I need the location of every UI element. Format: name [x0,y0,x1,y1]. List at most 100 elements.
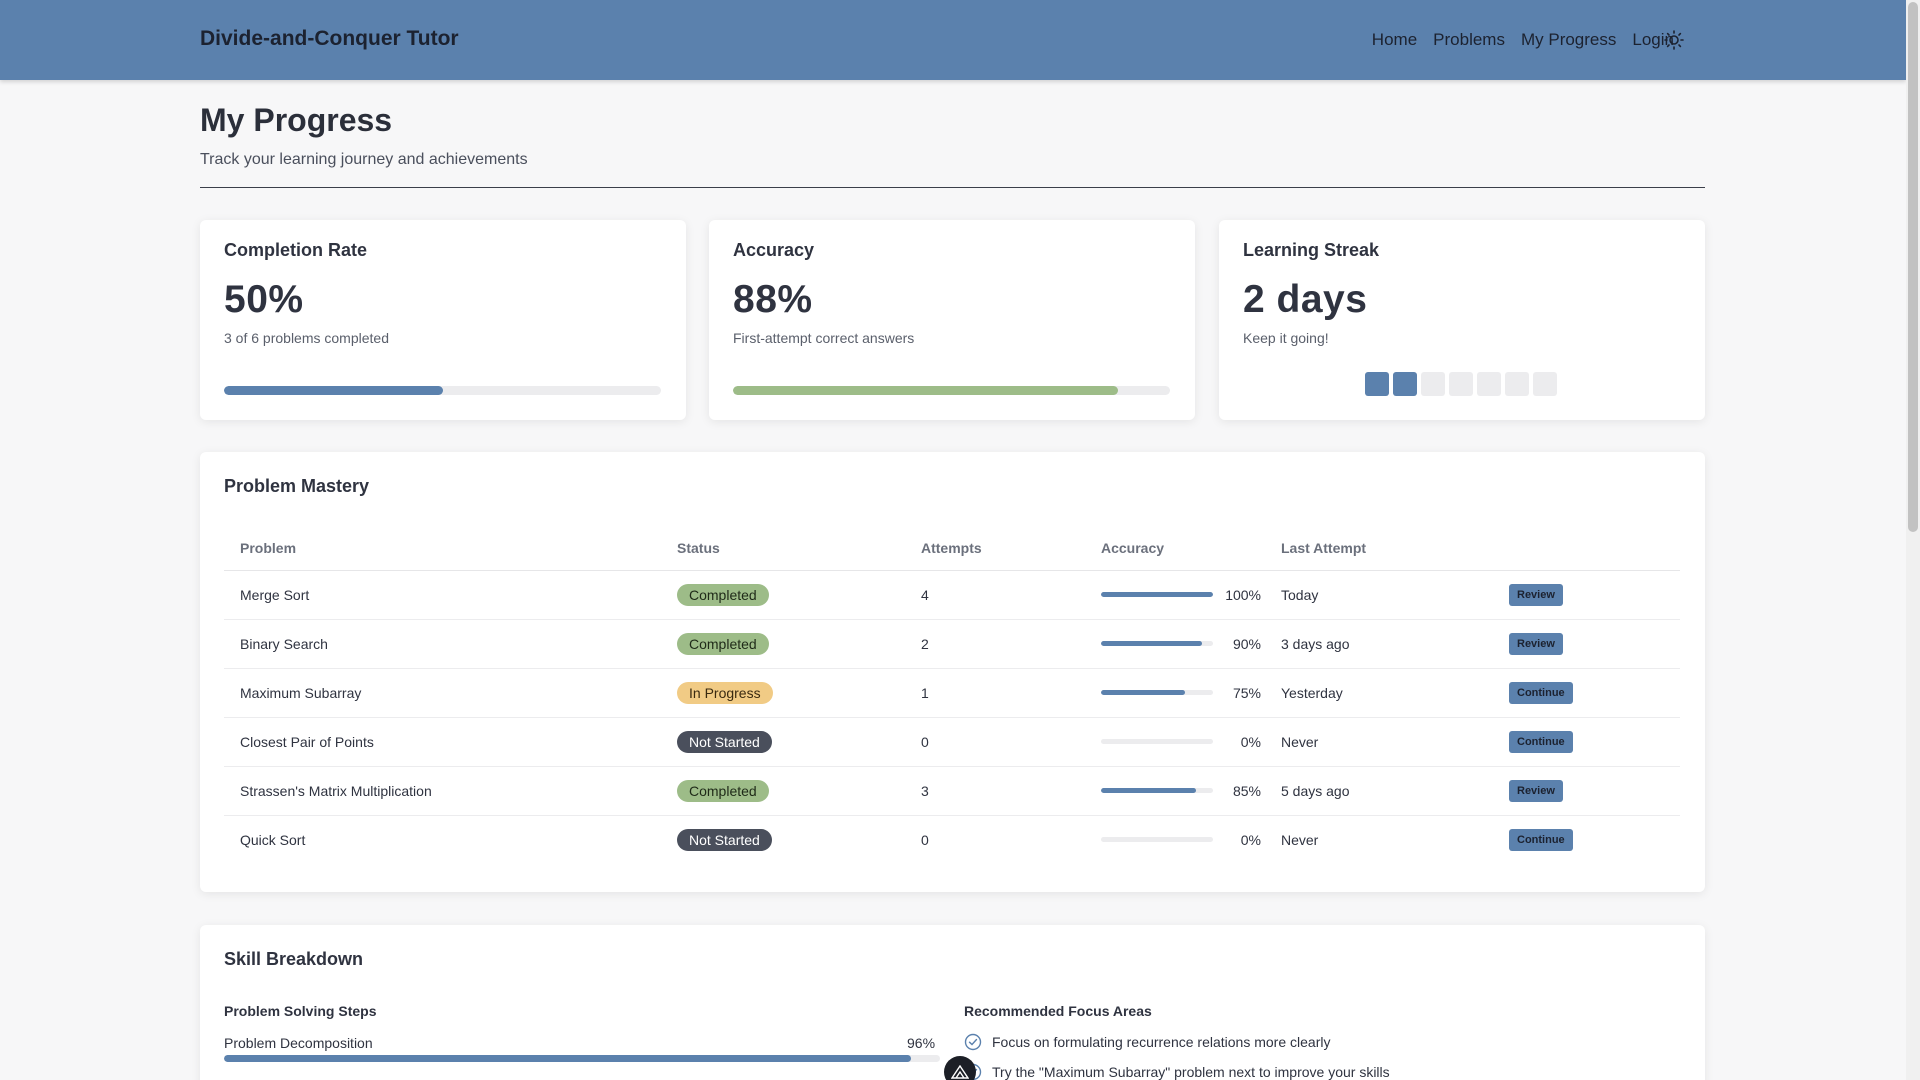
status-cell: Completed [661,570,905,620]
continue-button[interactable]: Continue [1509,730,1573,753]
streak-value: 2 days [1243,278,1368,321]
accuracy-bar [1101,641,1213,646]
attempts-count: 1 [905,668,1085,718]
section-title: Skill Breakdown [224,949,364,969]
problem-name: Maximum Subarray [224,668,661,718]
problem-name: Binary Search [224,619,661,669]
streak-day-indicator [1393,372,1417,396]
review-button[interactable]: Review [1509,583,1563,606]
continue-button[interactable]: Continue [1509,681,1573,704]
accuracy-indicator: 85% [1101,783,1265,799]
accuracy-card: Accuracy 88% First-attempt correct answe… [709,220,1195,420]
scrollbar-thumb[interactable] [1908,2,1918,532]
accuracy-bar-fill [1101,788,1197,793]
accuracy-percentage: 100% [1225,586,1261,603]
action-cell: Continue [1493,668,1680,718]
problem-name: Strassen's Matrix Multiplication [224,766,661,816]
completion-progress-bar [224,386,661,395]
focus-item-text: Try the "Maximum Subarray" problem next … [992,1064,1390,1080]
logo-icon [951,1065,969,1079]
accuracy-bar-fill [1101,690,1185,695]
streak-day-indicator [1477,372,1501,396]
accuracy-cell: 85% [1085,766,1265,816]
attempts-count: 2 [905,619,1085,669]
continue-button[interactable]: Continue [1509,828,1573,851]
last-attempt: 3 days ago [1265,619,1493,669]
status-badge: Completed [677,632,769,655]
status-badge: Completed [677,779,769,802]
streak-day-indicator [1505,372,1529,396]
accuracy-cell: 90% [1085,619,1265,669]
floating-action-button[interactable] [944,1056,976,1080]
last-attempt: Yesterday [1265,668,1493,718]
attempts-count: 3 [905,766,1085,816]
attempts-count: 4 [905,570,1085,620]
accuracy-cell: 0% [1085,815,1265,864]
nav-my-progress[interactable]: My Progress [1520,30,1617,49]
title-divider [200,187,1705,188]
problem-solving-steps-title: Problem Solving Steps [224,1003,377,1019]
accuracy-indicator: 0% [1101,832,1265,848]
skill-breakdown-card: Skill Breakdown Problem Solving Steps Pr… [200,925,1705,1080]
skill-progress-fill [224,1055,912,1062]
status-badge: Completed [677,583,769,606]
status-cell: Completed [661,766,905,816]
last-attempt: 5 days ago [1265,766,1493,816]
accuracy-bar [1101,837,1213,843]
theme-toggle-button[interactable] [1660,26,1688,54]
accuracy-indicator: 0% [1101,734,1265,750]
table-row: Strassen's Matrix Multiplication Complet… [224,766,1680,816]
streak-day-indicator [1365,372,1389,396]
check-circle-icon [964,1033,982,1051]
status-badge: Not Started [677,730,772,753]
nav-problems[interactable]: Problems [1433,30,1505,49]
accuracy-percentage: 0% [1240,831,1261,848]
nav-login[interactable]: Login [1632,30,1674,49]
review-button[interactable]: Review [1509,632,1563,655]
table-header-row: Problem Status Attempts Accuracy Last At… [224,526,1680,571]
accuracy-value: 88% [733,278,813,321]
accuracy-percentage: 90% [1232,635,1261,652]
accuracy-indicator: 90% [1101,636,1265,652]
last-attempt: Never [1281,831,1319,848]
accuracy-progress-fill [733,386,1118,395]
accuracy-percentage: 0% [1240,733,1261,750]
action-cell: Review [1493,619,1680,669]
table-row: Closest Pair of Points Not Started 0 0% … [224,717,1680,767]
focus-item-text: Focus on formulating recurrence relation… [992,1034,1331,1050]
completion-rate-card: Completion Rate 50% 3 of 6 problems comp… [200,220,686,420]
learning-streak-card: Learning Streak 2 days Keep it going! [1219,220,1705,420]
sun-icon [1664,30,1684,50]
accuracy-indicator: 75% [1101,685,1265,701]
card-title: Learning Streak [1243,240,1380,260]
nav-home[interactable]: Home [1371,30,1418,49]
streak-day-indicator [1421,372,1445,396]
problem-mastery-card: Problem Mastery Problem Status Attempts … [200,452,1705,892]
action-cell: Review [1493,570,1680,620]
table-row: Binary Search Completed 2 90% 3 days ago… [224,619,1680,669]
column-header: Status [661,526,905,571]
attempts-count: 0 [905,717,1085,767]
last-attempt: Never [1265,717,1493,767]
focus-item: Try the "Maximum Subarray" problem next … [964,1063,1390,1080]
page-title: My Progress [200,102,393,138]
page-subtitle: Track your learning journey and achievem… [200,151,528,168]
column-header: Attempts [905,526,1085,571]
completion-rate-note: 3 of 6 problems completed [224,330,389,346]
table-row: Quick Sort Not Started 0 0% Never Contin… [224,815,1680,864]
status-badge: In Progress [677,681,773,704]
card-title: Completion Rate [224,240,368,260]
accuracy-bar [1101,592,1213,597]
accuracy-percentage: 75% [1232,684,1261,701]
review-button[interactable]: Review [1509,779,1563,802]
action-cell: Review [1493,766,1680,816]
column-header: Last Attempt [1265,526,1493,571]
table-row: Merge Sort Completed 4 100% Today Review [224,570,1680,620]
accuracy-bar [1101,739,1213,744]
accuracy-progress-bar [733,386,1170,395]
last-attempt: Today [1265,570,1493,620]
brand-title[interactable]: Divide-and-Conquer Tutor [200,27,459,50]
status-badge: Not Started [677,828,772,851]
problem-mastery-table: Problem Status Attempts Accuracy Last At… [224,526,1680,864]
problem-name: Merge Sort [224,570,661,620]
